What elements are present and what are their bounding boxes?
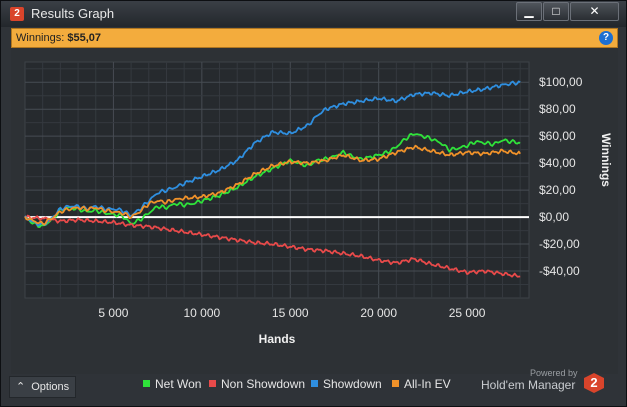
y-tick-label: $0,00: [539, 210, 569, 224]
chevron-up-icon: ⌃: [16, 381, 26, 393]
winnings-summary: Winnings: $55,07: [16, 32, 101, 44]
y-tick-label: $20,00: [539, 183, 576, 197]
x-tick-label: 25 000: [449, 306, 486, 320]
plot-area: [24, 61, 530, 299]
graph-panel: 5 000 10 000 15 000 20 000 25 000 $100,00 $80,…: [11, 48, 618, 374]
title-bar[interactable]: 2 Results Graph ▁ □ ✕: [1, 1, 626, 27]
legend-item-net-won[interactable]: Net Won: [143, 377, 201, 391]
x-tick-label: 10 000: [183, 306, 220, 320]
holdem-manager-logo: 2: [584, 373, 604, 393]
y-tick-label: -$40,00: [539, 264, 580, 278]
brand-name: Hold'em Manager: [481, 378, 576, 392]
legend-swatch: [392, 380, 399, 387]
results-line-chart: 5 000 10 000 15 000 20 000 25 000 $100,00 $80,…: [24, 61, 613, 346]
x-tick-label: 15 000: [272, 306, 309, 320]
close-button[interactable]: ✕: [570, 2, 619, 21]
series-line-all-in-ev: [24, 144, 521, 226]
holdem-manager-app-icon: 2: [10, 7, 24, 21]
options-label: Options: [31, 381, 70, 393]
options-button[interactable]: ⌃ Options: [9, 376, 76, 398]
y-tick-label: $100,00: [539, 75, 583, 89]
x-tick-label: 20 000: [360, 306, 397, 320]
series-line-non-showdown: [24, 214, 521, 278]
winnings-summary-bar: Winnings: $55,07 ?: [11, 28, 618, 48]
y-tick-label: -$20,00: [539, 237, 580, 251]
legend-label: All-In EV: [404, 377, 451, 391]
maximize-button[interactable]: □: [543, 2, 569, 21]
y-tick-label: $80,00: [539, 102, 576, 116]
legend-label: Net Won: [155, 377, 202, 391]
legend-label: Showdown: [323, 377, 382, 391]
legend-label: Non Showdown: [221, 377, 306, 391]
legend-swatch: [311, 380, 318, 387]
legend-swatch: [143, 380, 150, 387]
powered-by-label: Powered by: [530, 368, 578, 378]
y-axis-label: Winnings: [599, 133, 613, 187]
series-line-showdown: [24, 80, 521, 227]
winnings-label: Winnings:: [16, 32, 65, 44]
help-icon[interactable]: ?: [599, 31, 613, 45]
y-tick-label: $60,00: [539, 129, 576, 143]
series-line-net-won: [24, 132, 521, 228]
legend-item-non-showdown[interactable]: Non Showdown: [209, 377, 305, 391]
legend-item-showdown[interactable]: Showdown: [311, 377, 382, 391]
minimize-button[interactable]: ▁: [516, 2, 542, 21]
window-title: Results Graph: [31, 6, 115, 21]
y-tick-label: $40,00: [539, 156, 576, 170]
winnings-value: $55,07: [67, 32, 102, 44]
x-axis-label: Hands: [259, 332, 296, 346]
x-tick-label: 5 000: [98, 306, 128, 320]
legend-swatch: [209, 380, 216, 387]
legend-item-all-in-ev[interactable]: All-In EV: [392, 377, 451, 391]
